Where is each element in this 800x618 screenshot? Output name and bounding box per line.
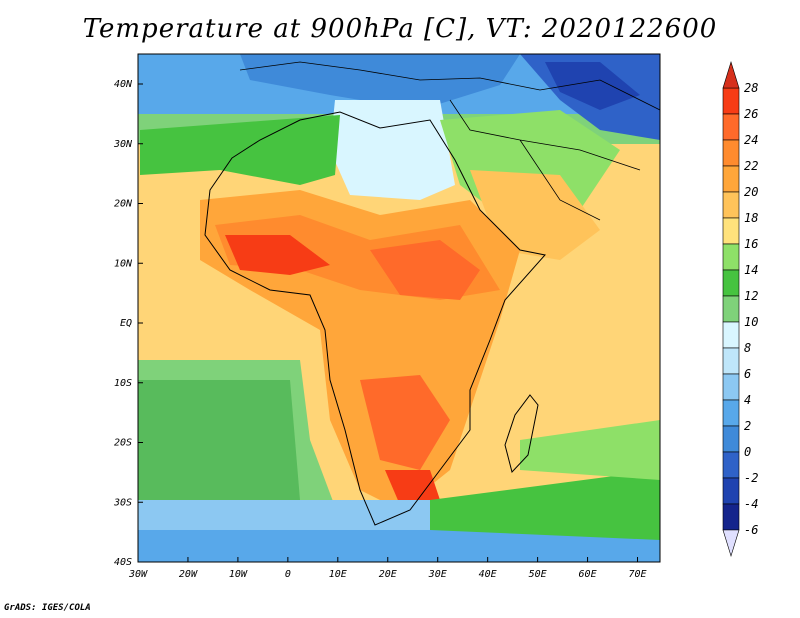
colorbar-bottom-arrow [722,529,740,558]
grads-credit: GrADS: IGES/COLA [4,603,91,613]
colorbar-swatch [722,87,740,115]
lon-tick-label: 60E [579,569,597,580]
colorbar-label: 18 [744,211,758,225]
lon-tick-label: 20E [379,569,397,580]
lat-tick-label: EQ [120,318,132,329]
colorbar-top-arrow [722,60,740,89]
northern-borders [239,61,661,221]
lat-tick-label: 40S [114,557,132,568]
lat-tick-label: 20S [114,438,132,449]
colorbar-label: 24 [744,133,758,147]
colorbar-swatch [722,217,740,245]
lon-tick-label: 0 [285,569,291,580]
lon-tick-label: 30E [428,569,447,580]
colorbar-label: 14 [744,263,758,277]
colorbar-swatch [722,503,740,531]
colorbar-swatch [722,269,740,297]
lon-tick-label: 40E [479,569,497,580]
latitude-axis: 40N 30N 20N 10N EQ 10S 20S 30S 40S [113,79,143,568]
lat-tick-label: 20N [114,199,133,210]
lon-tick-label: 20W [179,569,198,580]
lat-tick-label: 10N [114,258,133,269]
temperature-field [138,54,660,562]
colorbar-swatch [722,425,740,453]
longitude-axis: 30W 20W 10W 0 10E 20E 30E 40E 50E 60E 70E [128,557,647,580]
colorbar-label: 12 [744,289,758,303]
lon-tick-label: 30W [128,569,148,580]
lat-tick-label: 10S [114,378,132,389]
colorbar-label: 4 [744,393,751,407]
lon-tick-label: 10W [229,569,248,580]
map-title: Temperature at 900hPa [C], VT: 202012260… [82,14,718,44]
colorbar-swatch [722,191,740,219]
colorbar-label: 20 [744,185,758,199]
colorbar-swatch [722,139,740,167]
colorbar-swatch [722,113,740,141]
colorbar-swatch [722,451,740,479]
colorbar-swatch [722,295,740,323]
colorbar-swatch [722,347,740,375]
colorbar-label: 6 [744,367,751,381]
lat-tick-label: 40N [114,79,133,90]
colorbar-swatch [722,243,740,271]
lat-tick-label: 30N [113,139,133,150]
colorbar-label: -6 [744,523,758,537]
colorbar-swatch [722,165,740,193]
lat-tick-label: 30S [113,497,132,508]
lon-tick-label: 50E [529,569,547,580]
colorbar-label: 22 [744,159,758,173]
colorbar-label: -2 [744,471,758,485]
coastline [204,111,546,526]
colorbar-label: 26 [744,107,758,121]
lon-tick-label: 10E [329,569,347,580]
colorbar-label: 16 [744,237,758,251]
colorbar-label: 0 [744,445,751,459]
colorbar-label: 10 [744,315,758,329]
colorbar-swatch [722,399,740,427]
colorbar-label: 2 [744,419,751,433]
map-figure: 30W 20W 10W 0 10E 20E 30E 40E 50E 60E 70E 40N30N20… [113,53,758,580]
madagascar-outline [504,394,539,474]
lon-tick-label: 70E [628,569,646,580]
colorbar-swatch [722,321,740,349]
map-frame [137,53,661,563]
colorbar-swatch [722,477,740,505]
colorbar-label: 8 [744,341,751,355]
colorbar-label: -4 [744,497,758,511]
colorbar-swatch [722,373,740,401]
colorbar-label: 28 [744,81,758,95]
